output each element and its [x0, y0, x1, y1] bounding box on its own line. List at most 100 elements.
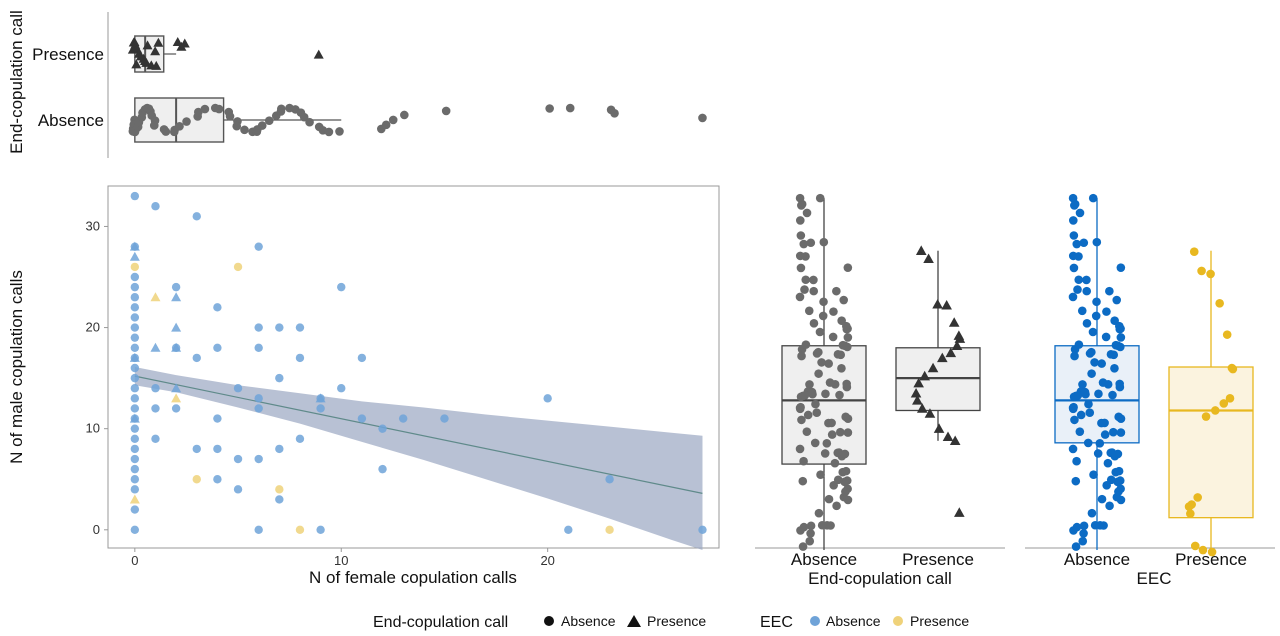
- scatter-point: [543, 394, 552, 403]
- box-presence-point: [916, 403, 928, 413]
- top-absence-point: [232, 121, 242, 131]
- scatter-point: [295, 434, 305, 443]
- top-absence-point: [182, 117, 191, 126]
- box-absence-point: [833, 475, 843, 485]
- box-absence-point: [797, 415, 806, 425]
- box-ecc-xlabel: End-copulation call: [808, 569, 952, 588]
- box-absence-point: [817, 358, 826, 367]
- top-absence-point: [194, 107, 203, 117]
- box-absence-point: [801, 275, 811, 285]
- box-absence-point: [797, 351, 806, 361]
- scatter-point: [130, 272, 140, 282]
- box-presence-point: [919, 370, 930, 381]
- top-presence-point: [313, 49, 324, 59]
- box-absence-point: [802, 427, 812, 436]
- scatter-point: [357, 414, 367, 423]
- box-absence-point: [1087, 369, 1096, 378]
- box-presence-point: [910, 387, 922, 398]
- box-absence-point: [1116, 495, 1126, 505]
- regression-line: [134, 375, 703, 494]
- box-absence-point: [1073, 391, 1083, 400]
- box-presence-point: [949, 435, 961, 446]
- top-absence-point: [299, 112, 309, 122]
- box-presence-point: [1215, 298, 1224, 308]
- scatter-point: [337, 282, 346, 292]
- box-eec-panel: Absence Presence EEC: [1025, 193, 1275, 588]
- box-absence-point: [1070, 415, 1079, 425]
- scatter-point-triangle: [171, 383, 182, 393]
- top-presence-point: [135, 51, 146, 61]
- box-absence-point: [843, 263, 853, 272]
- box-absence-point: [821, 389, 830, 399]
- scatter-point: [254, 343, 263, 352]
- scatter-point-triangle: [129, 352, 140, 362]
- box-presence-point: [1228, 364, 1238, 374]
- box-absence-point: [1078, 380, 1087, 389]
- box-absence-point: [1079, 521, 1089, 531]
- box-absence-point: [1098, 378, 1108, 387]
- scatter-point: [233, 384, 243, 393]
- scatter-point: [398, 414, 408, 423]
- scatter-point: [151, 384, 160, 393]
- box-absence-point: [1071, 542, 1081, 551]
- box-presence-point: [1184, 502, 1194, 511]
- box-presence-point: [951, 340, 963, 351]
- top-absence-point: [335, 127, 344, 136]
- box-presence-point: [1206, 269, 1215, 279]
- box-presence-point: [1211, 406, 1220, 415]
- box-absence-point: [1105, 286, 1114, 296]
- box-presence-point: [1201, 412, 1211, 421]
- top-absence-point: [240, 125, 249, 135]
- box-absence-point: [1069, 402, 1078, 412]
- box-absence-point: [814, 508, 824, 518]
- box-absence-point: [812, 408, 822, 418]
- scatter-point: [171, 282, 181, 292]
- box-absence-point: [843, 428, 853, 437]
- scatter-ticks: 0 10 20 0 10 20 30: [86, 218, 555, 568]
- top-absence-point: [381, 120, 391, 130]
- box-absence-point: [826, 521, 835, 530]
- box-absence-point: [1075, 208, 1085, 218]
- box-absence-point: [1070, 201, 1079, 210]
- scatter-point: [130, 454, 140, 464]
- box-absence-point: [796, 263, 806, 273]
- scatter-point: [213, 444, 222, 454]
- box-absence-point: [819, 237, 829, 247]
- box-absence-point: [799, 522, 809, 532]
- scatter-point: [130, 505, 140, 514]
- box-absence-point: [1074, 252, 1083, 261]
- scatter-xlabel: N of female copulation calls: [309, 568, 517, 587]
- box-absence-point: [795, 444, 805, 454]
- box-absence-point: [827, 418, 836, 428]
- scatter-point: [130, 303, 140, 312]
- box-absence-point: [1101, 332, 1111, 342]
- scatter-point: [275, 495, 284, 504]
- scatter-point: [254, 404, 263, 413]
- box-absence-point: [1068, 216, 1078, 225]
- box-presence-point: [927, 362, 939, 373]
- box-absence-point: [1090, 358, 1099, 367]
- top-presence-point: [142, 40, 153, 50]
- box-absence-point: [1109, 350, 1119, 360]
- scatter-point: [130, 404, 140, 413]
- scatter-point: [378, 424, 387, 433]
- box-absence-point: [1113, 449, 1123, 459]
- box-presence-point: [945, 347, 957, 358]
- scatter-point: [192, 212, 201, 221]
- scatter-point: [275, 373, 284, 383]
- box-presence-point: [941, 300, 952, 310]
- box-absence-point: [1074, 275, 1084, 285]
- box-presence-point: [942, 431, 954, 442]
- box-absence-point: [1072, 239, 1082, 249]
- box-absence-point: [1079, 238, 1089, 248]
- box-absence-point: [1089, 470, 1098, 480]
- legend-shape-title: End-copulation call: [373, 614, 508, 631]
- box-absence-point: [1097, 359, 1106, 368]
- top-absence-point: [264, 116, 274, 126]
- box-absence-point: [1090, 520, 1100, 530]
- box-presence-point: [932, 299, 943, 309]
- box-absence-point: [824, 494, 834, 504]
- box-absence-point: [1072, 522, 1082, 532]
- box-absence-point: [1068, 292, 1078, 302]
- box-absence-point: [843, 333, 853, 342]
